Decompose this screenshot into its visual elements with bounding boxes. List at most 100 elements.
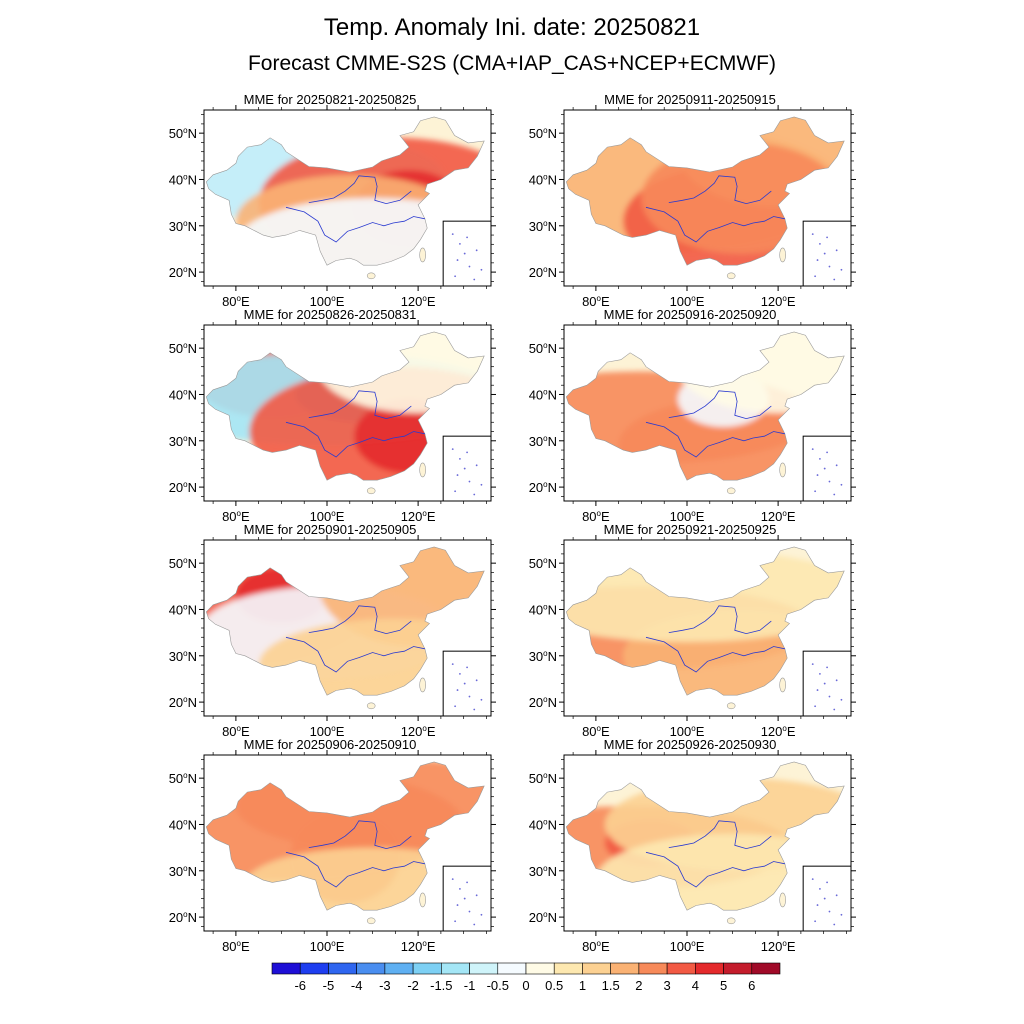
lon-label: 80oE <box>582 724 610 739</box>
lon-label: 120oE <box>761 939 796 954</box>
lon-label: 120oE <box>401 294 436 309</box>
hainan-island <box>366 272 376 280</box>
lat-label: 30oN <box>169 219 197 234</box>
yellow-river <box>668 390 772 420</box>
colorbar-swatch <box>356 962 386 975</box>
colorbar-swatch <box>723 962 753 975</box>
lat-label: 40oN <box>529 172 557 187</box>
south-china-sea-inset <box>802 865 852 932</box>
yellow-river <box>668 605 772 635</box>
south-china-sea-inset <box>802 220 852 287</box>
lon-label: 120oE <box>401 509 436 524</box>
colorbar-swatch <box>412 962 442 975</box>
lat-label: 50oN <box>529 771 557 786</box>
map-panel-1: MME for 20250821-20250825 50oN 40oN 30oN 20… <box>160 92 500 309</box>
colorbar-swatch <box>469 962 499 975</box>
colorbar-swatch <box>299 962 329 975</box>
south-china-sea-inset <box>442 865 492 932</box>
hainan-island <box>726 272 736 280</box>
country-border <box>205 761 485 911</box>
lat-label: 40oN <box>169 602 197 617</box>
yangtze-river <box>645 421 785 458</box>
taiwan-island <box>779 677 786 693</box>
lon-label: 100oE <box>670 294 705 309</box>
taiwan-island <box>779 462 786 478</box>
colorbar-label: 5 <box>720 978 727 993</box>
lon-label: 100oE <box>310 294 345 309</box>
lat-label: 30oN <box>529 219 557 234</box>
south-china-sea-inset <box>442 435 492 502</box>
lon-label: 80oE <box>582 294 610 309</box>
lon-label: 100oE <box>310 509 345 524</box>
lat-label: 30oN <box>529 434 557 449</box>
inset-islands <box>811 448 843 496</box>
lat-label: 20oN <box>169 910 197 925</box>
lat-label: 50oN <box>529 126 557 141</box>
panel-title: MME for 20250826-20250831 <box>243 307 417 322</box>
colorbar-label: 4 <box>692 978 699 993</box>
yangtze-river <box>645 206 785 243</box>
hainan-island <box>726 917 736 925</box>
yangtze-river <box>645 636 785 673</box>
inset-islands <box>451 663 483 711</box>
colorbar-label: 0 <box>522 978 529 993</box>
hainan-island <box>366 487 376 495</box>
yangtze-river <box>285 206 425 243</box>
colorbar-swatch <box>666 962 696 975</box>
inset-islands <box>811 233 843 281</box>
colorbar-label: 0.5 <box>545 978 563 993</box>
hainan-island <box>366 917 376 925</box>
lat-label: 30oN <box>529 649 557 664</box>
lat-label: 50oN <box>169 341 197 356</box>
country-border <box>205 116 485 266</box>
inset-islands <box>451 233 483 281</box>
panel-title: MME for 20250921-20250925 <box>603 522 777 537</box>
colorbar-swatch <box>328 962 357 975</box>
lon-label: 100oE <box>670 724 705 739</box>
panel-title: MME for 20250901-20250905 <box>243 522 417 537</box>
south-china-sea-inset <box>802 435 852 502</box>
colorbar-swatch <box>553 962 583 975</box>
lat-label: 20oN <box>529 265 557 280</box>
map-panel-6: MME for 20250916-20250920 50oN 40oN 30oN 20… <box>520 307 860 524</box>
yangtze-river <box>285 421 425 458</box>
lon-label: 80oE <box>582 509 610 524</box>
inset-islands <box>811 878 843 926</box>
taiwan-island <box>779 892 786 908</box>
yellow-river <box>308 605 412 635</box>
taiwan-island <box>419 462 426 478</box>
hainan-island <box>726 487 736 495</box>
lon-label: 80oE <box>222 509 250 524</box>
figure-subtitle: Forecast CMME-S2S (CMA+IAP_CAS+NCEP+ECMW… <box>247 52 776 75</box>
lat-label: 20oN <box>529 480 557 495</box>
lon-label: 80oE <box>582 939 610 954</box>
panel-title: MME for 20250926-20250930 <box>603 737 777 752</box>
colorbar-label: 1.5 <box>602 978 620 993</box>
lon-label: 120oE <box>761 509 796 524</box>
hainan-island <box>366 702 376 710</box>
colorbar-label: 3 <box>663 978 670 993</box>
colorbar-label: -4 <box>351 978 363 993</box>
map-panel-7: MME for 20250921-20250925 50oN 40oN 30oN 20… <box>520 522 860 739</box>
inset-islands <box>451 448 483 496</box>
yellow-river <box>308 820 412 850</box>
lon-label: 100oE <box>670 939 705 954</box>
south-china-sea-inset <box>442 650 492 717</box>
lat-label: 20oN <box>169 265 197 280</box>
map-panel-4: MME for 20250906-20250910 50oN 40oN 30oN 20… <box>160 737 500 954</box>
lat-label: 40oN <box>169 817 197 832</box>
south-china-sea-inset <box>802 650 852 717</box>
panel-title: MME for 20250906-20250910 <box>243 737 417 752</box>
yellow-river <box>308 175 412 205</box>
colorbar-label: 6 <box>748 978 755 993</box>
colorbar-swatch <box>271 962 301 975</box>
south-china-sea-inset <box>442 220 492 287</box>
country-border <box>565 331 845 481</box>
lat-label: 40oN <box>529 817 557 832</box>
lat-label: 20oN <box>169 695 197 710</box>
lat-label: 50oN <box>169 556 197 571</box>
map-panel-8: MME for 20250926-20250930 50oN 40oN 30oN 20… <box>520 737 860 954</box>
lon-label: 80oE <box>222 294 250 309</box>
colorbar-swatch <box>441 962 470 975</box>
colorbar-swatch <box>610 962 640 975</box>
